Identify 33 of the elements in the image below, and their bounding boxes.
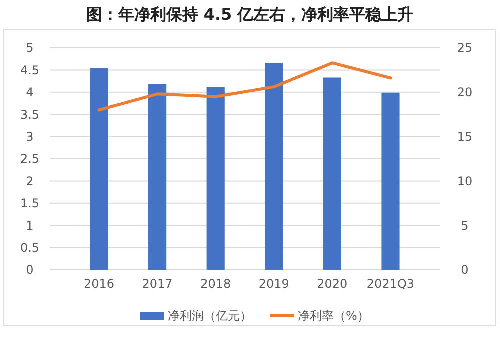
line-series [98,62,392,112]
bar [206,87,225,270]
y2-tick-label: 20 [457,86,473,100]
y-tick-label: 1 [26,218,34,233]
y-tick-label: 3 [26,130,34,144]
y2-tick-label: 15 [457,130,473,144]
bar [148,84,167,270]
legend-label: 净利润（亿元） [168,309,252,324]
bar [265,63,284,270]
y2-tick-label: 0 [461,263,469,278]
y2-tick-label: 25 [457,41,473,56]
x-tick-label: 2019 [258,277,290,291]
y2-tick-label: 5 [461,218,469,233]
x-tick-label: 2021Q3 [366,277,415,291]
y-tick-label: 4.5 [20,63,40,78]
x-tick-label: 2017 [142,277,173,291]
y-tick-label: 2.5 [20,152,40,166]
bar [90,68,108,270]
x-tick-label: 2016 [84,277,115,291]
y-tick-label: 3.5 [20,108,40,122]
y-tick-label: 5 [26,41,34,56]
y-tick-label: 0 [26,263,34,278]
legend-label: 净利率（%） [298,309,370,324]
x-tick-label: 2018 [200,277,232,291]
y-tick-label: 0.5 [20,241,40,255]
y2-tick-label: 10 [457,174,473,188]
y-tick-label: 4 [26,86,34,100]
bar [323,78,342,270]
y-tick-label: 2 [26,174,34,188]
x-tick-label: 2020 [317,277,348,291]
y-tick-label: 1.5 [20,196,40,211]
chart-title: 图：年净利保持 4.5 亿左右，净利率平稳上升 [86,5,414,24]
bar [382,92,400,270]
